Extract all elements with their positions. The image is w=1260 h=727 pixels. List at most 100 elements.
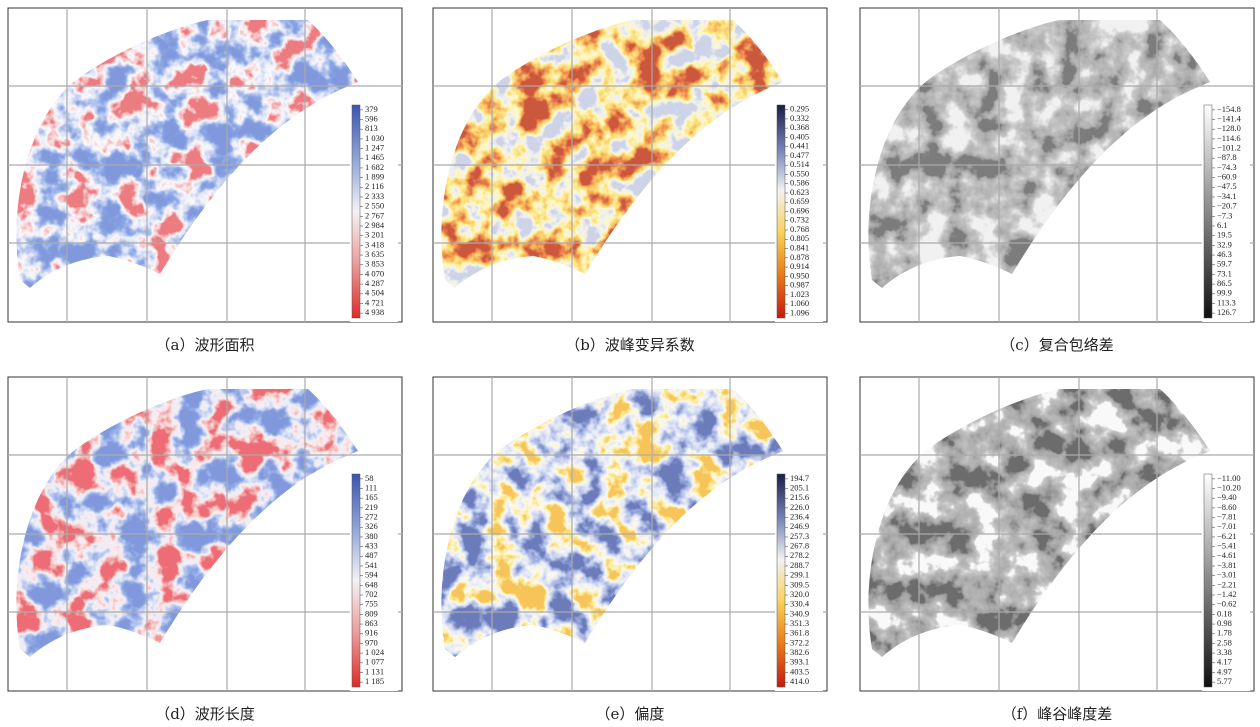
colorbar-label: −0.62 (1217, 599, 1237, 609)
colorbar-label: 32.9 (1217, 239, 1232, 249)
colorbar-label: 594 (365, 570, 379, 580)
colorbar-label: 1 077 (365, 657, 384, 667)
colorbar-label: 1 024 (365, 647, 385, 657)
colorbar-label: −6.21 (1217, 531, 1237, 541)
colorbar-label: 755 (365, 599, 378, 609)
colorbar (352, 474, 360, 687)
panel-caption: （d）波形长度 (155, 705, 255, 723)
colorbar-label: 648 (365, 579, 378, 589)
colorbar-label: 309.5 (790, 579, 809, 589)
colorbar-label: 970 (365, 637, 378, 647)
colorbar-label: 487 (365, 550, 378, 560)
colorbar (1204, 474, 1212, 687)
colorbar-label: −7.3 (1217, 210, 1232, 220)
colorbar-label: 6.1 (1217, 220, 1228, 230)
panel: 0.2950.3320.3680.4050.4410.4770.5140.550… (433, 8, 827, 354)
colorbar-label: 1.096 (790, 307, 809, 317)
colorbar-label: 3 853 (365, 259, 384, 269)
colorbar-label: 267.8 (790, 541, 809, 551)
colorbar-label: −60.9 (1217, 172, 1237, 182)
colorbar-label: 2 116 (365, 181, 384, 191)
panel: −11.00−10.20−9.40−8.60−7.81−7.01−6.21−5.… (860, 377, 1254, 723)
colorbar-label: 58 (365, 473, 374, 483)
colorbar-label: 916 (365, 628, 378, 638)
colorbar-label: 393.1 (790, 657, 809, 667)
colorbar-label: 4 938 (365, 307, 384, 317)
colorbar (777, 474, 785, 687)
colorbar-label: 278.2 (790, 550, 809, 560)
colorbar-label: −10.20 (1217, 482, 1241, 492)
colorbar-label: 2 550 (365, 201, 384, 211)
colorbar-label: 3 635 (365, 249, 384, 259)
colorbar-label: 4 287 (365, 278, 384, 288)
colorbar-label: −7.81 (1217, 512, 1237, 522)
colorbar-label: 403.5 (790, 666, 809, 676)
colorbar-label: 2 333 (365, 191, 384, 201)
colorbar-label: 219 (365, 502, 378, 512)
colorbar-label: −128.0 (1217, 123, 1241, 133)
colorbar-label: −2.21 (1217, 579, 1237, 589)
colorbar-label: 414.0 (790, 676, 809, 686)
colorbar-label: 3 418 (365, 239, 384, 249)
colorbar-label: 2.58 (1217, 637, 1232, 647)
colorbar-label: 1 185 (365, 676, 384, 686)
colorbar-label: 246.9 (790, 521, 809, 531)
colorbar-label: 330.4 (790, 599, 810, 609)
colorbar-label: −5.41 (1217, 541, 1237, 551)
colorbar-label: −87.8 (1217, 152, 1237, 162)
colorbar-label: 165 (365, 492, 378, 502)
colorbar-label: −20.7 (1217, 201, 1237, 211)
colorbar-label: −9.40 (1217, 492, 1237, 502)
colorbar-label: 596 (365, 113, 378, 123)
colorbar-label: 541 (365, 560, 378, 570)
colorbar (352, 105, 360, 318)
colorbar-label: 4.17 (1217, 657, 1232, 667)
colorbar-label: 46.3 (1217, 249, 1232, 259)
colorbar-label: 372.2 (790, 637, 809, 647)
colorbar-label: 1.78 (1217, 628, 1232, 638)
panel-caption: （a）波形面积 (156, 336, 255, 354)
colorbar-label: 433 (365, 541, 378, 551)
colorbar-label: 351.3 (790, 618, 809, 628)
colorbar-label: 257.3 (790, 531, 809, 541)
colorbar-label: −8.60 (1217, 502, 1237, 512)
colorbar-label: 4 070 (365, 268, 384, 278)
colorbar-label: 702 (365, 589, 378, 599)
colorbar-label: 272 (365, 512, 378, 522)
colorbar-label: 113.3 (1217, 297, 1236, 307)
colorbar-label: 1 682 (365, 162, 384, 172)
colorbar-label: 1 030 (365, 133, 384, 143)
colorbar-label: 320.0 (790, 589, 809, 599)
colorbar-label: 361.8 (790, 628, 809, 638)
colorbar-label: −74.3 (1217, 162, 1237, 172)
colorbar-label: 0.18 (1217, 608, 1232, 618)
colorbar-label: 1 131 (365, 666, 384, 676)
colorbar-label: 288.7 (790, 560, 809, 570)
colorbar-label: 2 767 (365, 210, 384, 220)
colorbar-label: 340.9 (790, 608, 809, 618)
colorbar-label: 813 (365, 123, 378, 133)
colorbar-label: −4.61 (1217, 550, 1237, 560)
colorbar-label: 59.7 (1217, 259, 1232, 269)
colorbar-label: −47.5 (1217, 181, 1237, 191)
colorbar (1204, 105, 1212, 318)
colorbar-label: 205.1 (790, 482, 809, 492)
colorbar-label: 863 (365, 618, 378, 628)
colorbar-label: 1 465 (365, 152, 384, 162)
colorbar-label: 299.1 (790, 570, 809, 580)
colorbar-label: 326 (365, 521, 378, 531)
colorbar-label: 2 984 (365, 220, 385, 230)
colorbar-label: −114.6 (1217, 133, 1241, 143)
colorbar-label: 3.38 (1217, 647, 1232, 657)
figure: 3795968131 0301 2471 4651 6821 8992 1162… (0, 0, 1260, 727)
colorbar-label: 215.6 (790, 492, 809, 502)
colorbar-label: −34.1 (1217, 191, 1237, 201)
colorbar-label: 1 247 (365, 143, 384, 153)
colorbar (777, 105, 785, 318)
colorbar-label: 5.77 (1217, 676, 1232, 686)
colorbar-label: 86.5 (1217, 278, 1232, 288)
colorbar-label: −7.01 (1217, 521, 1237, 531)
colorbar-label: 194.7 (790, 473, 809, 483)
colorbar-label: 380 (365, 531, 378, 541)
